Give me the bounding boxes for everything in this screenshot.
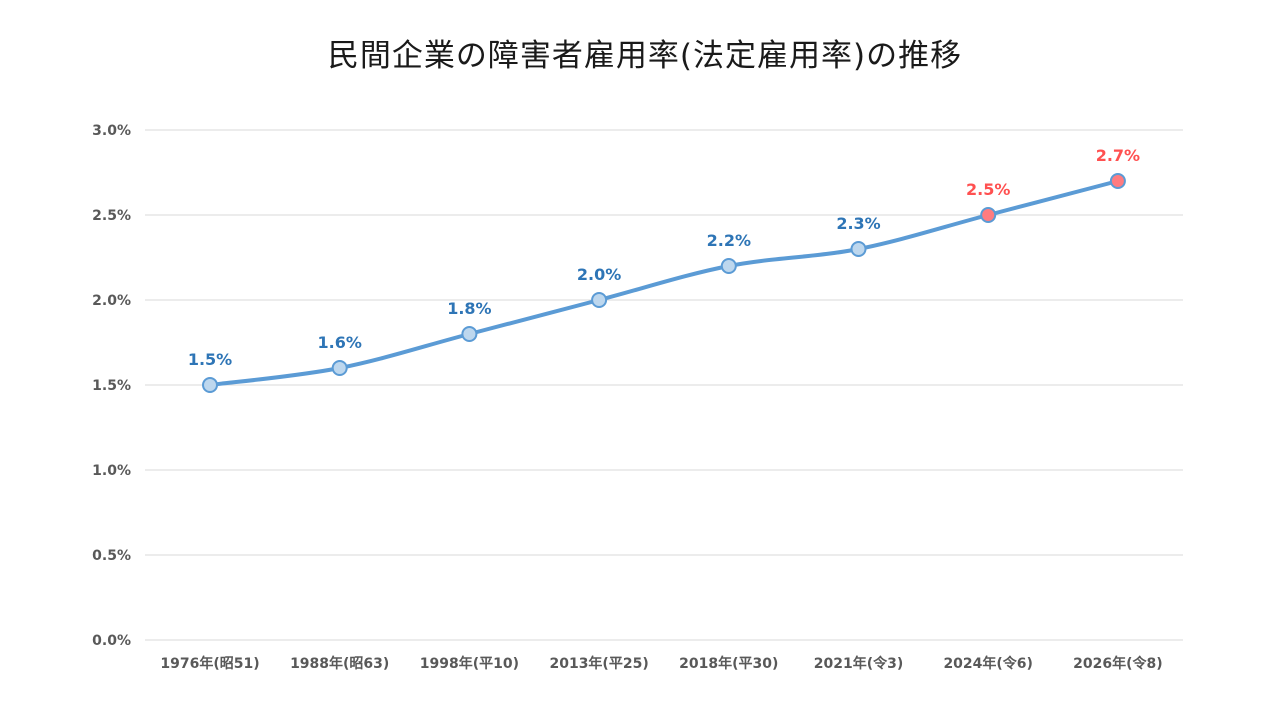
data-label: 2.0% <box>577 265 621 284</box>
y-tick-label: 0.0% <box>92 633 131 649</box>
data-point <box>202 377 218 393</box>
data-labels: 1.5% 1.6% 1.8% 2.0% 2.2% 2.3% 2.5% 2.7% <box>188 146 1140 369</box>
x-axis-ticks: 1976年(昭51) 1988年(昭63) 1998年(平10) 2013年(平25)… <box>160 655 1162 672</box>
y-axis-ticks: 0.0% 0.5% 1.0% 1.5% 2.0% 2.5% 3.0% <box>92 123 131 649</box>
y-tick-label: 1.0% <box>92 463 131 479</box>
x-tick-label: 2026年(令8) <box>1073 655 1163 672</box>
x-tick-label: 2024年(令6) <box>943 655 1033 672</box>
data-label: 2.7% <box>1096 146 1140 165</box>
data-point-highlighted <box>980 207 997 223</box>
data-label: 2.2% <box>707 231 751 250</box>
data-label: 1.5% <box>188 350 232 369</box>
y-tick-label: 3.0% <box>92 123 131 139</box>
x-tick-label: 1998年(平10) <box>420 655 519 672</box>
data-point <box>461 326 478 342</box>
x-tick-label: 2021年(令3) <box>814 655 904 672</box>
data-label: 1.6% <box>318 333 362 352</box>
data-point <box>720 258 737 274</box>
data-label: 2.3% <box>836 214 880 233</box>
x-tick-label: 2013年(平25) <box>549 655 648 672</box>
chart-title: 民間企業の障害者雇用率(法定雇用率)の推移 <box>327 38 963 74</box>
data-point <box>850 241 867 257</box>
data-point <box>331 360 348 376</box>
x-tick-label: 1988年(昭63) <box>290 655 389 672</box>
y-tick-label: 0.5% <box>92 548 131 564</box>
y-tick-label: 2.0% <box>92 293 131 309</box>
x-tick-label: 1976年(昭51) <box>160 655 259 672</box>
gridlines <box>145 129 1183 641</box>
data-point <box>591 292 608 308</box>
data-points <box>202 173 1126 393</box>
data-point-highlighted <box>1109 173 1126 189</box>
data-label: 1.8% <box>447 299 491 318</box>
series-line-path <box>208 179 1120 387</box>
series-line <box>208 179 1120 387</box>
data-label: 2.5% <box>966 180 1010 199</box>
y-tick-label: 1.5% <box>92 378 131 394</box>
x-tick-label: 2018年(平30) <box>679 655 778 672</box>
y-tick-label: 2.5% <box>92 208 131 224</box>
